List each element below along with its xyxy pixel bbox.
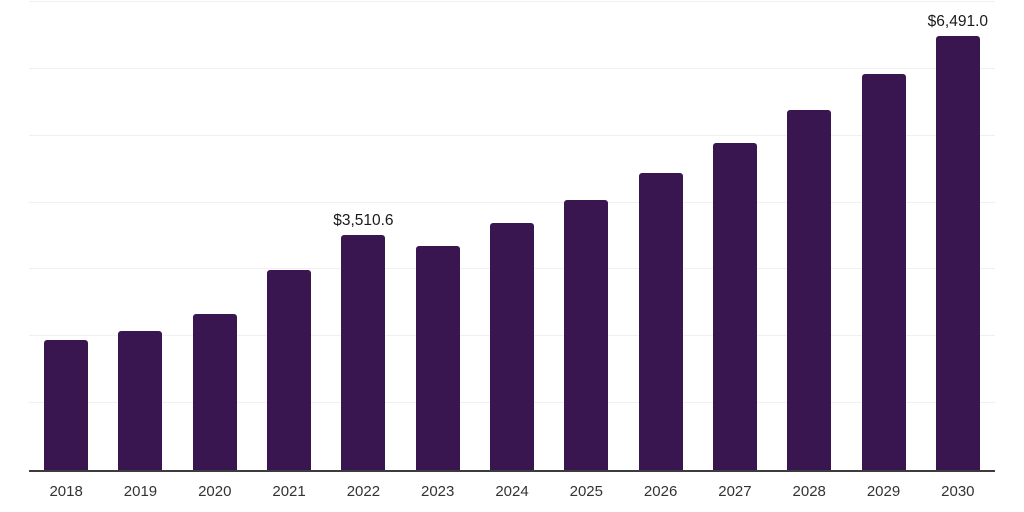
- x-tick-label-2021: 2021: [272, 483, 306, 500]
- x-tick-label-2026: 2026: [643, 483, 678, 500]
- x-tick-label-2029: 2029: [866, 483, 901, 500]
- bar-value-label-2022: $3,510.6: [333, 212, 394, 230]
- gridline-6000: [29, 67, 995, 69]
- x-tick-label-2023: 2023: [421, 483, 455, 500]
- x-tick-label-2022: 2022: [346, 483, 381, 500]
- bar-2018[interactable]: [44, 339, 89, 470]
- bar-2025[interactable]: [564, 199, 609, 470]
- x-tick-label-2024: 2024: [495, 483, 529, 500]
- bar-2027[interactable]: [712, 143, 757, 470]
- bar-2023[interactable]: [415, 246, 460, 470]
- x-tick-label-2030: 2030: [941, 483, 975, 500]
- gridline-7000: [29, 1, 995, 2]
- x-tick-label-2018: 2018: [49, 483, 83, 500]
- bar-2029[interactable]: [861, 73, 906, 470]
- bar-2028[interactable]: [787, 109, 832, 470]
- bar-2024[interactable]: [490, 223, 534, 470]
- plot-area: 2018 2019 2020 2021 $3,510.6 2022 2023 2024 2025…: [29, 1, 995, 500]
- bar-2021[interactable]: [267, 270, 312, 470]
- gridline-5000: [29, 134, 995, 136]
- gridline-4000: [29, 201, 995, 203]
- x-tick-label-2019: 2019: [123, 483, 158, 500]
- x-tick-label-2027: 2027: [718, 483, 752, 500]
- x-tick-label-2028: 2028: [792, 483, 826, 500]
- x-tick-label-2020: 2020: [198, 483, 232, 500]
- x-tick-label-2025: 2025: [569, 483, 603, 500]
- bar-2020[interactable]: [192, 314, 237, 470]
- bar-2030[interactable]: [935, 36, 980, 470]
- bar-value-label-2030: $6,491.0: [927, 13, 989, 31]
- bar-2022[interactable]: [341, 235, 386, 470]
- bar-2026[interactable]: [638, 172, 683, 470]
- bar-2019[interactable]: [118, 330, 163, 470]
